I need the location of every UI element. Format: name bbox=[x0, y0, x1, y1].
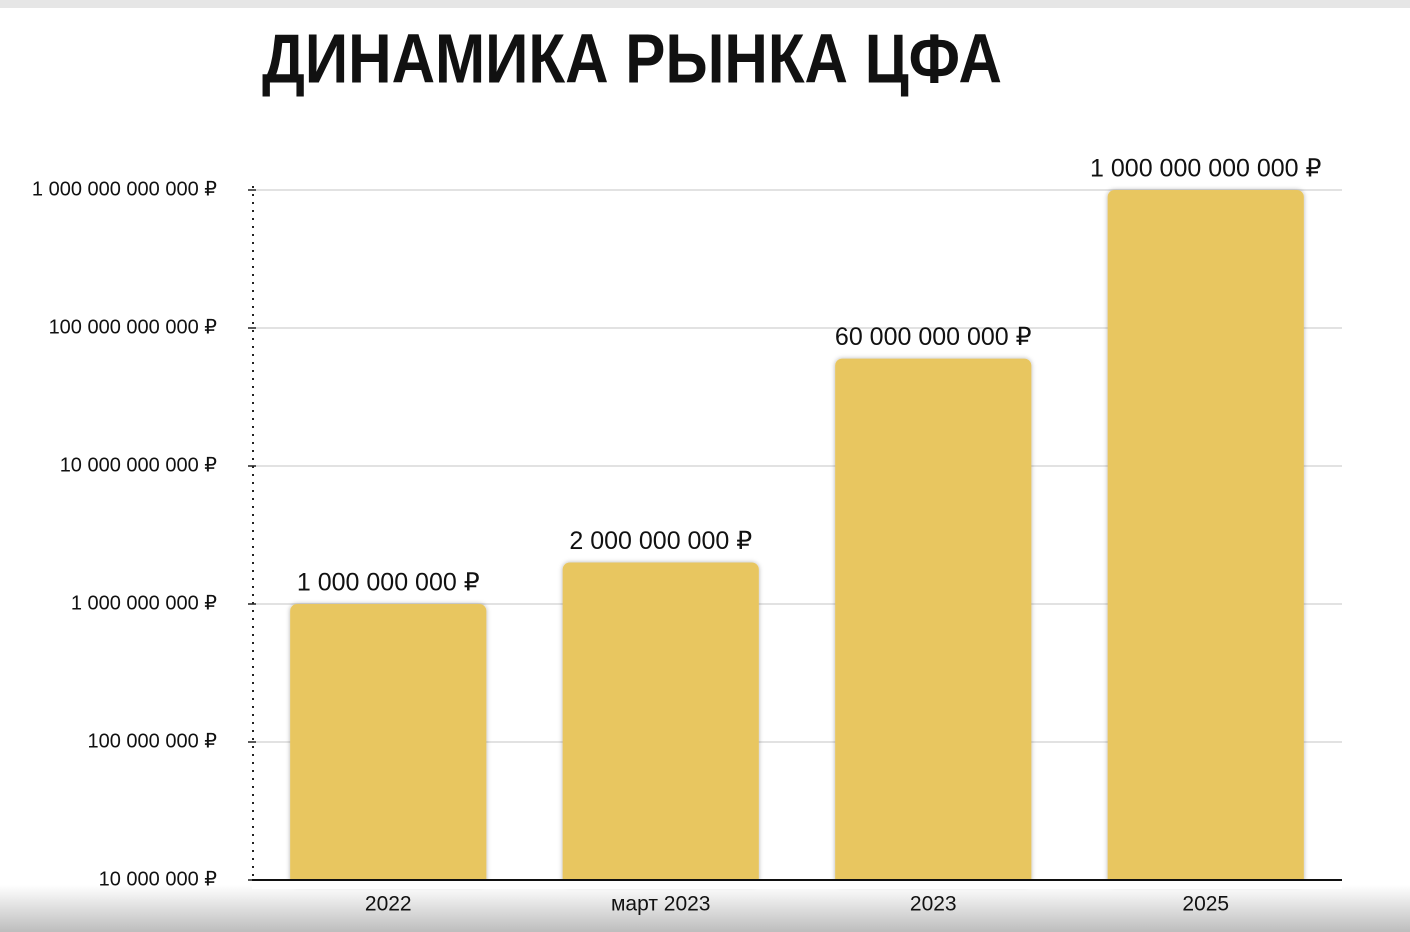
top-strip bbox=[0, 0, 1410, 8]
bar bbox=[835, 358, 1032, 886]
y-tick-label: 1 000 000 000 000 ₽ bbox=[32, 178, 217, 200]
bottom-fade bbox=[0, 885, 1410, 932]
x-tick-label: март 2023 bbox=[611, 893, 711, 916]
y-tick-label: 100 000 000 000 ₽ bbox=[49, 316, 218, 338]
value-label: 60 000 000 000 ₽ bbox=[835, 323, 1032, 351]
chart-title: ДИНАМИКА РЫНКА ЦФА bbox=[262, 19, 1002, 97]
x-tick-label: 2025 bbox=[1182, 893, 1229, 916]
bar bbox=[1107, 190, 1304, 886]
x-tick-label: 2022 bbox=[365, 893, 412, 916]
value-label: 1 000 000 000 000 ₽ bbox=[1090, 155, 1321, 183]
y-tick-label: 10 000 000 000 ₽ bbox=[60, 454, 218, 476]
y-tick-label: 100 000 000 ₽ bbox=[87, 730, 217, 752]
value-label: 2 000 000 000 ₽ bbox=[569, 527, 752, 555]
bar-base-cover bbox=[252, 881, 1342, 889]
y-tick-label: 10 000 000 ₽ bbox=[99, 868, 218, 890]
value-label: 1 000 000 000 ₽ bbox=[297, 569, 480, 597]
y-tick-label: 1 000 000 000 ₽ bbox=[71, 592, 217, 614]
bar bbox=[562, 562, 759, 886]
x-tick-label: 2023 bbox=[910, 893, 957, 916]
bar bbox=[290, 604, 487, 886]
